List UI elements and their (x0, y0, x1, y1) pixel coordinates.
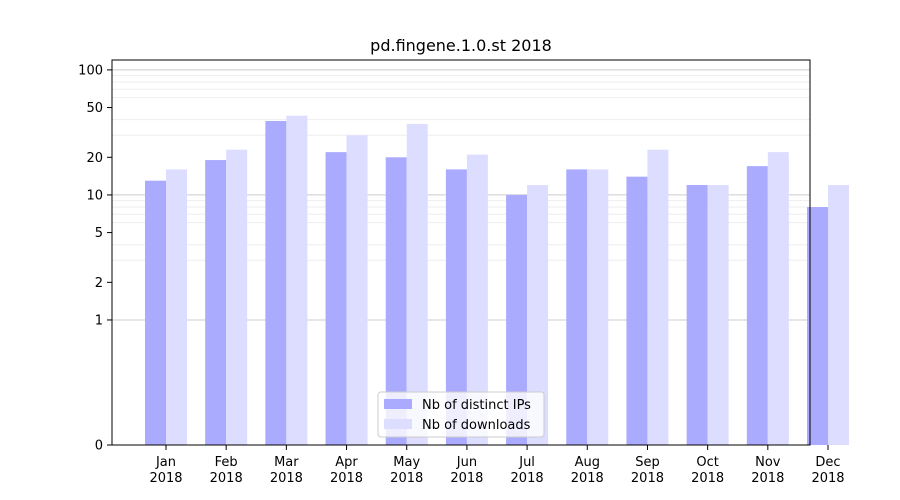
bar-downloads (828, 185, 849, 445)
bar-distinct-ips (385, 157, 407, 445)
x-axis: Jan2018Feb2018Mar2018Apr2018May2018Jun20… (149, 445, 845, 486)
bar-distinct-ips (145, 180, 166, 445)
y-tick-label: 0 (95, 439, 103, 454)
bar-downloads (527, 185, 549, 445)
x-tick-label: 2018 (811, 471, 844, 486)
legend-label: Nb of distinct IPs (422, 398, 531, 413)
bar-downloads (286, 115, 308, 445)
bar-distinct-ips (205, 160, 227, 445)
x-tick-label: Mar (274, 455, 299, 470)
x-tick-label: Apr (335, 455, 358, 470)
y-tick-label: 2 (95, 276, 103, 291)
plot-frame (111, 59, 811, 446)
legend-swatch (384, 399, 412, 409)
x-tick-label: Oct (696, 455, 718, 470)
bar-downloads (767, 152, 789, 445)
bar-downloads (346, 135, 368, 445)
chart-title: pd.fingene.1.0.st 2018 (370, 36, 552, 55)
x-tick-label: Dec (815, 455, 840, 470)
bar-downloads (226, 149, 248, 446)
x-tick-label: Nov (755, 455, 781, 470)
x-tick-label: 2018 (631, 471, 664, 486)
x-tick-label: 2018 (270, 471, 303, 486)
x-tick-label: 2018 (210, 471, 243, 486)
x-tick-label: Jun (456, 455, 477, 470)
bar-distinct-ips (746, 166, 768, 445)
x-tick-label: 2018 (511, 471, 544, 486)
y-axis: 0 1 2 5 10 20 50 100 (78, 63, 112, 454)
x-tick-label: 2018 (450, 471, 483, 486)
y-tick-label: 1 (95, 313, 103, 328)
legend: Nb of distinct IPs Nb of downloads (377, 391, 545, 438)
bar-downloads (166, 169, 187, 445)
x-tick-label: 2018 (149, 471, 182, 486)
y-tick-label: 5 (95, 226, 103, 241)
y-tick-label: 50 (86, 101, 103, 116)
bar-distinct-ips (325, 152, 347, 445)
bar-downloads (587, 169, 609, 445)
x-tick-label: 2018 (330, 471, 363, 486)
bar-distinct-ips (265, 121, 287, 446)
x-tick-label: Jan (155, 455, 176, 470)
x-tick-label: 2018 (751, 471, 784, 486)
x-tick-label: Sep (635, 455, 660, 470)
legend-label: Nb of downloads (422, 418, 531, 433)
x-tick-label: May (393, 455, 420, 470)
bar-distinct-ips (807, 207, 828, 445)
x-tick-label: 2018 (390, 471, 423, 486)
bar-downloads (647, 149, 669, 446)
legend-box (377, 391, 545, 438)
bar-distinct-ips (686, 185, 708, 445)
bar-downloads (406, 123, 428, 445)
bar-distinct-ips (626, 176, 648, 445)
bar-distinct-ips (506, 194, 528, 445)
x-tick-label: Feb (215, 455, 238, 470)
y-tick-label: 20 (86, 151, 103, 166)
y-tick-label: 100 (78, 63, 103, 78)
x-tick-label: Jul (518, 455, 535, 470)
bar-downloads (466, 154, 488, 446)
bar-distinct-ips (445, 169, 467, 445)
bar-downloads (707, 185, 729, 445)
x-tick-label: 2018 (571, 471, 604, 486)
x-tick-label: Aug (575, 455, 600, 470)
x-tick-label: 2018 (691, 471, 724, 486)
bars (145, 115, 849, 446)
bar-distinct-ips (566, 169, 588, 445)
y-tick-label: 10 (86, 188, 103, 203)
legend-swatch (384, 419, 412, 429)
